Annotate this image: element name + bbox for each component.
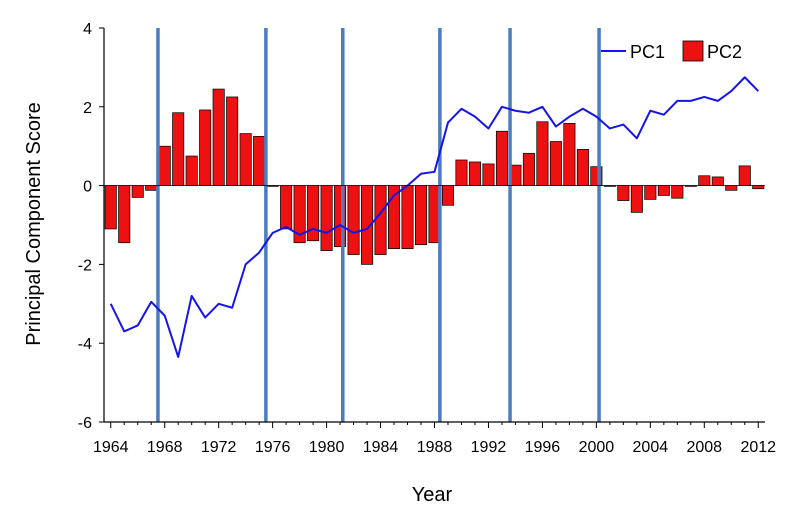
x-tick-label: 1976 bbox=[255, 439, 291, 456]
y-tick-label: -2 bbox=[78, 257, 92, 274]
pc2-bar-2010 bbox=[725, 185, 738, 191]
x-tick-label: 1972 bbox=[201, 439, 237, 456]
pc2-bar-1992 bbox=[482, 163, 495, 186]
pc2-bar-1980 bbox=[320, 185, 333, 251]
divider-lines bbox=[156, 28, 601, 422]
pc2-bar-1970 bbox=[185, 155, 198, 186]
pc2-bar-1998 bbox=[563, 122, 576, 186]
pc2-bar-1999 bbox=[576, 149, 589, 186]
pc2-bar-1969 bbox=[172, 112, 185, 186]
x-tick-label: 1968 bbox=[147, 439, 183, 456]
x-tick-label: 2000 bbox=[579, 439, 615, 456]
pc2-bar-1966 bbox=[131, 185, 144, 198]
pc2-bar-2008 bbox=[698, 175, 711, 186]
x-tick-label: 2012 bbox=[740, 439, 776, 456]
pc2-bar-1996 bbox=[536, 121, 549, 186]
pc2-bar-1974 bbox=[239, 133, 252, 186]
axes bbox=[99, 27, 765, 428]
pc2-bar-1973 bbox=[226, 96, 239, 186]
pc2-bar-1995 bbox=[522, 152, 535, 186]
y-tick-label: 2 bbox=[83, 100, 92, 117]
y-tick-label: -6 bbox=[78, 415, 92, 432]
pc2-bar-2005 bbox=[657, 185, 670, 196]
pc1-line-group bbox=[109, 76, 759, 358]
pc2-bar-1987 bbox=[414, 185, 428, 246]
legend-pc1-label: PC1 bbox=[630, 42, 665, 62]
pc2-bar-1986 bbox=[401, 185, 414, 249]
pc2-bar-1979 bbox=[307, 185, 320, 242]
pc2-bar-1982 bbox=[347, 185, 360, 255]
y-tick-labels: -6 -4 -2 0 2 4 bbox=[78, 21, 92, 432]
x-tick-label: 2008 bbox=[686, 439, 722, 456]
x-tick-label: 1980 bbox=[309, 439, 345, 456]
legend-pc2-label: PC2 bbox=[707, 42, 742, 62]
pc2-bar-2004 bbox=[644, 185, 657, 200]
x-axis-title: Year bbox=[412, 484, 453, 506]
y-axis-title: Principal Component Score bbox=[23, 102, 45, 345]
pc2-bar-1989 bbox=[441, 185, 455, 206]
pc2-bar-1965 bbox=[118, 185, 131, 244]
pc2-bar-1990 bbox=[455, 159, 468, 186]
legend-pc2-swatch bbox=[682, 40, 704, 62]
x-tick-label: 1996 bbox=[525, 439, 561, 456]
x-tick-label: 1964 bbox=[93, 439, 129, 456]
x-tick-label: 1992 bbox=[471, 439, 507, 456]
pc2-bar-1971 bbox=[199, 109, 212, 186]
pc2-bar-2006 bbox=[671, 185, 684, 199]
pc2-bar-2002 bbox=[617, 185, 630, 201]
pc2-bar-1975 bbox=[253, 136, 266, 186]
pc1-line bbox=[109, 76, 759, 358]
y-tick-label: -4 bbox=[78, 336, 92, 353]
pc2-bar-1968 bbox=[158, 145, 171, 186]
legend: PC1 PC2 bbox=[601, 40, 742, 62]
pc2-bar-1977 bbox=[280, 185, 293, 230]
y-tick-label: 4 bbox=[83, 21, 92, 38]
x-tick-label: 2004 bbox=[633, 439, 669, 456]
pc2-bar-1991 bbox=[468, 161, 481, 186]
pc2-bar-2009 bbox=[711, 176, 724, 186]
pc2-bar-2003 bbox=[630, 185, 643, 213]
x-tick-label: 1984 bbox=[363, 439, 399, 456]
y-tick-label: 0 bbox=[83, 179, 92, 196]
pc2-bar-1972 bbox=[212, 88, 225, 186]
pc2-bar-1984 bbox=[374, 185, 387, 255]
pc2-bar-1997 bbox=[549, 141, 562, 186]
pc2-bar-1993 bbox=[495, 130, 508, 186]
pc2-bar-1964 bbox=[104, 185, 117, 230]
pc2-bar-1967 bbox=[145, 185, 158, 191]
pc2-bar-2012 bbox=[752, 185, 765, 190]
pc2-bar-2011 bbox=[738, 165, 751, 186]
x-tick-labels: 1964 1968 1972 1976 1980 1984 1988 1992 1996 2000… bbox=[93, 439, 776, 456]
x-tick-label: 1988 bbox=[417, 439, 453, 456]
